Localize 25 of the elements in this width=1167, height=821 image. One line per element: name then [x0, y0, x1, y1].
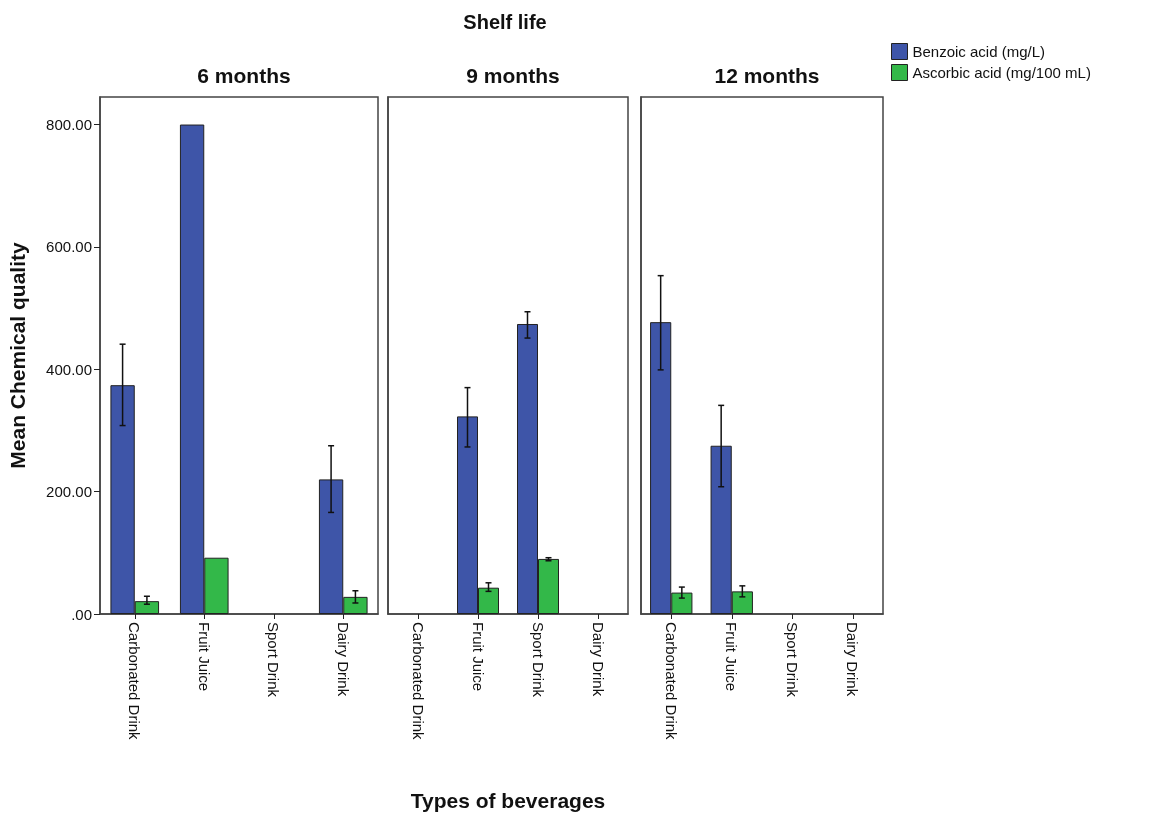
- y-tick-label: 400.00: [46, 360, 92, 378]
- text: Shelf life: [463, 11, 547, 33]
- chart-title: 12 months: [714, 64, 820, 87]
- y-tick-label: 800.00: [46, 116, 92, 134]
- y-axis-title: Mean Chemical quality: [6, 241, 29, 469]
- x-tick-label: Fruit Juice: [469, 622, 487, 692]
- x-tick-label: Fruit Juice: [195, 622, 213, 692]
- y-tick-label: .00: [71, 605, 92, 623]
- chart-title: 6 months: [197, 64, 291, 87]
- x-tick-label: Sport Drink: [265, 622, 283, 698]
- x-tick-label: Dairy Drink: [844, 622, 862, 697]
- chart-title: 9 months: [466, 64, 560, 87]
- x-tick-label: Fruit Juice: [723, 622, 741, 692]
- y-tick-label: 200.00: [46, 483, 92, 501]
- x-tick-label: Dairy Drink: [589, 622, 607, 697]
- x-tick-label: Sport Drink: [529, 622, 547, 698]
- x-tick-label: Carbonated Drink: [126, 622, 144, 741]
- y-tick-label: 600.00: [46, 238, 92, 256]
- legend-label: Benzoic acid (mg/L): [912, 43, 1046, 60]
- x-tick-label: Sport Drink: [783, 622, 801, 698]
- x-tick-label: Carbonated Drink: [409, 622, 427, 741]
- x-tick-label: Carbonated Drink: [662, 622, 680, 741]
- legend-label: Ascorbic acid (mg/100 mL): [912, 64, 1091, 81]
- x-tick-label: Dairy Drink: [334, 622, 352, 697]
- x-axis-title: Types of beverages: [410, 789, 606, 812]
